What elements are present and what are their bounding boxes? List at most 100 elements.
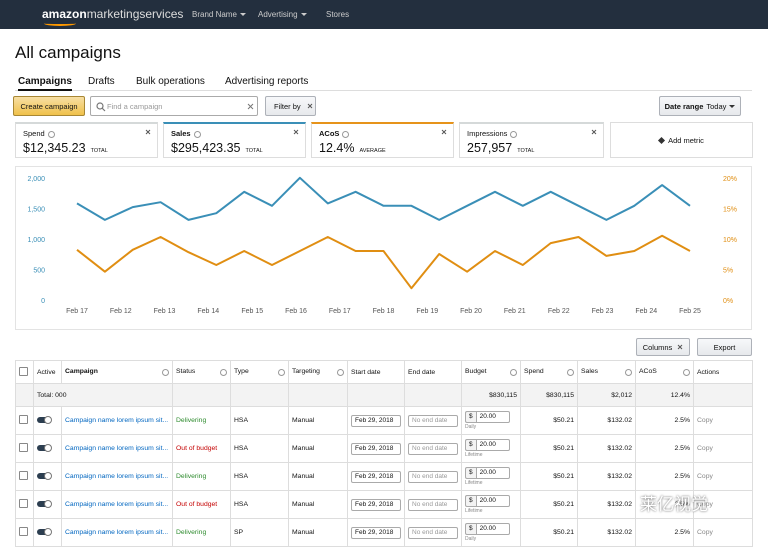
metric-card[interactable]: Impressions 257,957 TOTAL [459,122,604,158]
checkbox[interactable] [19,443,28,452]
tab[interactable]: Advertising reports [225,76,309,87]
spend: $50.21 [520,434,578,463]
info-icon [625,369,632,376]
filter-button[interactable]: Filter by [265,96,316,116]
cell [33,490,62,519]
campaign-name[interactable]: Campaign name lorem ipsum sit... [61,406,173,435]
nav-item[interactable]: Brand Name [192,10,246,19]
column-label[interactable]: Budget [465,368,487,375]
close-icon[interactable] [591,129,597,135]
cell: No end date [404,490,462,519]
start-date-input[interactable]: Feb 29, 2018 [351,470,401,483]
columns-button[interactable]: Columns [636,338,690,356]
y2-tick-label: 20% [723,176,737,183]
close-icon[interactable] [441,129,447,135]
end-date-input[interactable]: No end date [408,498,458,511]
toggle[interactable] [37,443,52,452]
cell [33,406,62,435]
metric-number: $295,423.35 [171,141,241,155]
close-icon[interactable] [293,129,299,135]
column-label[interactable]: Sales [581,368,599,375]
checkbox[interactable] [19,471,28,480]
metric-label: Spend [23,129,45,138]
y2-tick-label: 15% [723,206,737,213]
nav-item[interactable]: Advertising [258,10,307,19]
start-date-input[interactable]: Feb 29, 2018 [351,414,401,427]
toggle[interactable] [37,471,52,480]
metric-card[interactable]: Sales $295,423.35 TOTAL [163,122,306,158]
x-tick-label: Feb 13 [154,308,176,315]
action[interactable]: Copy [693,406,753,435]
cell [15,383,34,407]
cell [230,383,289,407]
header-cell: Targeting [288,360,348,384]
metric-name: ACoS [319,129,350,138]
checkbox[interactable] [19,415,28,424]
create-campaign-button[interactable]: Create campaign [13,96,85,116]
search-placeholder: Find a campaign [107,102,163,111]
action[interactable]: Copy [693,462,753,491]
start-date-input[interactable]: Feb 29, 2018 [351,526,401,539]
checkbox[interactable] [19,366,28,376]
toggle[interactable] [37,499,52,508]
header-cell: Start date [347,360,405,384]
date-range-button[interactable]: Date range Today [659,96,741,116]
tab[interactable]: Bulk operations [136,76,205,87]
checkbox[interactable] [19,499,28,508]
acos: 2.5% [635,434,694,463]
header-cell: Status [172,360,231,384]
budget-input[interactable]: 20.00 [475,467,510,479]
add-metric-card[interactable]: Add metric [610,122,753,158]
metric-card[interactable]: Spend $12,345.23 TOTAL [15,122,158,158]
budget-input[interactable]: 20.00 [475,523,510,535]
column-label[interactable]: Status [176,368,196,375]
column-label[interactable]: End date [408,368,436,376]
column-label[interactable]: Campaign [65,368,98,375]
start-date-input[interactable]: Feb 29, 2018 [351,442,401,455]
logo[interactable]: amazonmarketingservices [42,7,183,26]
cell [15,518,34,547]
campaign-name[interactable]: Campaign name lorem ipsum sit... [61,434,173,463]
clear-icon[interactable] [247,103,254,110]
column-label[interactable]: Actions [697,368,720,376]
campaign-name[interactable]: Campaign name lorem ipsum sit... [61,462,173,491]
action[interactable]: Copy [693,434,753,463]
metric-value: 12.4% AVERAGE [319,141,386,155]
budget-input[interactable]: 20.00 [475,439,510,451]
tab[interactable]: Campaigns [18,76,72,91]
action[interactable]: Copy [693,518,753,547]
nav-item[interactable]: Stores [326,10,349,19]
column-label[interactable]: ACoS [639,368,657,375]
cell [15,462,34,491]
column-label[interactable]: Active [37,368,56,376]
end-date-input[interactable]: No end date [408,526,458,539]
close-icon[interactable] [145,129,151,135]
cell: Feb 29, 2018 [347,434,405,463]
metric-value: $12,345.23 TOTAL [23,141,108,155]
cell: Feb 29, 2018 [347,518,405,547]
start-date-input[interactable]: Feb 29, 2018 [351,498,401,511]
column-label[interactable]: Start date [351,368,381,376]
export-button[interactable]: Export [697,338,752,356]
campaign-name[interactable]: Campaign name lorem ipsum sit... [61,490,173,519]
metric-card[interactable]: ACoS 12.4% AVERAGE [311,122,454,158]
cell [33,462,62,491]
column-label[interactable]: Targeting [292,368,320,375]
toggle[interactable] [37,527,52,536]
info-icon [193,130,201,138]
column-label[interactable]: Type [234,368,249,375]
end-date-input[interactable]: No end date [408,470,458,483]
tab[interactable]: Drafts [88,76,115,87]
search-icon [96,102,106,112]
budget-input[interactable]: 20.00 [475,495,510,507]
budget-input[interactable]: 20.00 [475,411,510,423]
end-date-input[interactable]: No end date [408,442,458,455]
search-box[interactable]: Find a campaign [90,96,258,116]
header-cell: Spend [520,360,578,384]
campaign-name[interactable]: Campaign name lorem ipsum sit... [61,518,173,547]
column-label[interactable]: Spend [524,368,544,375]
currency: $ [465,523,476,535]
nav-label: Stores [326,10,350,19]
toggle[interactable] [37,415,52,424]
end-date-input[interactable]: No end date [408,414,458,427]
